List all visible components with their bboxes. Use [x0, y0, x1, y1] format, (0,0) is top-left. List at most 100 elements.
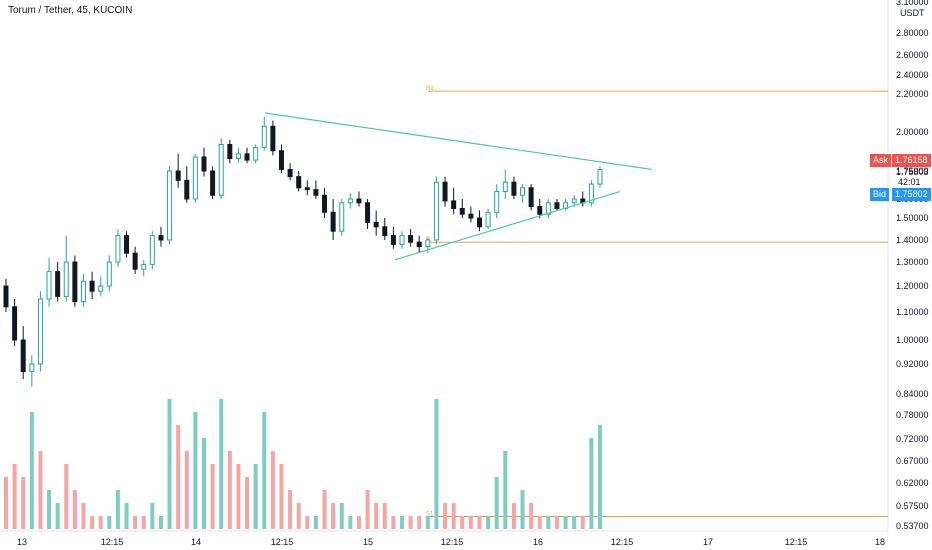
candle-body [244, 153, 250, 161]
candle-body [89, 280, 95, 292]
volume-bar [262, 412, 267, 529]
volume-bar [520, 490, 525, 529]
volume-bar [29, 412, 34, 529]
countdown: 42:01 [898, 177, 921, 187]
volume-bar [339, 503, 344, 529]
candle-body [20, 339, 26, 372]
candle-body [227, 143, 233, 160]
candle-body [158, 235, 164, 241]
candle-body [545, 202, 551, 215]
volume-bar [4, 477, 8, 529]
volume-bar [468, 516, 473, 529]
candle-body [537, 206, 543, 215]
candle-body [416, 241, 422, 248]
volume-bar [503, 451, 508, 529]
volume-bar [193, 412, 198, 529]
bid-label: Bid [873, 189, 887, 199]
volume-bar [219, 399, 224, 529]
volume-bar [434, 399, 439, 529]
volume-bar [382, 503, 387, 529]
candle-body [124, 235, 130, 254]
volume-bar [227, 451, 232, 529]
y-tick-label: 0.72000 [896, 434, 929, 444]
candle-body [528, 187, 534, 208]
candle-body [192, 156, 198, 200]
volume-bar [589, 438, 594, 529]
y-tick-label: 0.92000 [896, 359, 929, 369]
candle-body [261, 125, 267, 149]
candle-body [141, 263, 147, 270]
candle-body [425, 239, 431, 248]
ask-value: 1.76158 [895, 155, 928, 165]
x-tick-label: 15 [363, 537, 373, 547]
volume-bar [167, 399, 172, 529]
candle-body [201, 156, 207, 172]
volume-bar [150, 503, 155, 529]
y-tick-label: 1.10000 [896, 307, 929, 317]
candle-body [451, 200, 457, 209]
candle-body [399, 235, 405, 245]
volume-bar [580, 516, 585, 529]
volume-bar [494, 477, 499, 529]
volume-bar [245, 477, 250, 529]
y-tick-label: 1.40000 [896, 235, 929, 245]
volume-bar [21, 477, 26, 529]
candle-body [408, 235, 414, 243]
y-tick-label: 1.20000 [896, 281, 929, 291]
candle-body [106, 261, 112, 287]
candle-body [433, 181, 439, 241]
volume-bar [400, 516, 404, 529]
volume-bar [107, 516, 112, 529]
candle-body [184, 179, 190, 200]
candle-body [390, 235, 396, 245]
volume-bar [305, 516, 310, 529]
pivot-label: R1 [426, 86, 434, 92]
y-tick-label: 0.84000 [896, 389, 929, 399]
x-tick-label: 12:15 [441, 537, 464, 547]
y-tick-label: 1.75000 [896, 166, 929, 176]
candle-body [597, 168, 603, 185]
volume-bar [572, 516, 577, 529]
volume-bar [391, 516, 396, 529]
volume-bar [374, 503, 379, 529]
candle-body [235, 153, 241, 160]
candle-body [442, 181, 448, 202]
volume-bar [288, 490, 293, 529]
candle-body [132, 252, 138, 270]
volume-bar [72, 490, 77, 529]
candle-body [270, 125, 276, 152]
volume-bar [81, 503, 86, 529]
candle-body [322, 194, 328, 213]
volume-bar [477, 516, 482, 529]
candle-body [554, 202, 560, 210]
volume-bar [563, 516, 568, 529]
candle-body [55, 271, 61, 297]
volume-bar [124, 503, 129, 529]
candle-body [347, 198, 353, 204]
candle-body [278, 150, 284, 170]
volume-bar [133, 516, 138, 529]
volume-bar [546, 516, 551, 529]
x-tick-label: 12:15 [271, 537, 294, 547]
volume-bar [184, 451, 189, 529]
candle-body [80, 280, 86, 303]
volume-bar [296, 503, 301, 529]
volume-bar [98, 516, 103, 529]
candle-body [476, 217, 482, 228]
candle-body [313, 189, 319, 196]
candle-body [3, 285, 9, 308]
volume-bar [236, 464, 241, 529]
candle-body [218, 143, 224, 196]
volume-bar [365, 490, 370, 529]
volume-bar [331, 503, 336, 529]
candle-body [571, 198, 577, 204]
candle-body [373, 221, 379, 228]
y-tick-label-top: 3.10000 [896, 0, 929, 7]
volume-bar [202, 438, 206, 529]
candle-body [339, 202, 345, 232]
x-tick-label: 12:15 [101, 537, 124, 547]
candle-body [330, 211, 336, 232]
x-tick-label: 12:15 [611, 537, 634, 547]
x-tick-label: 14 [191, 537, 201, 547]
